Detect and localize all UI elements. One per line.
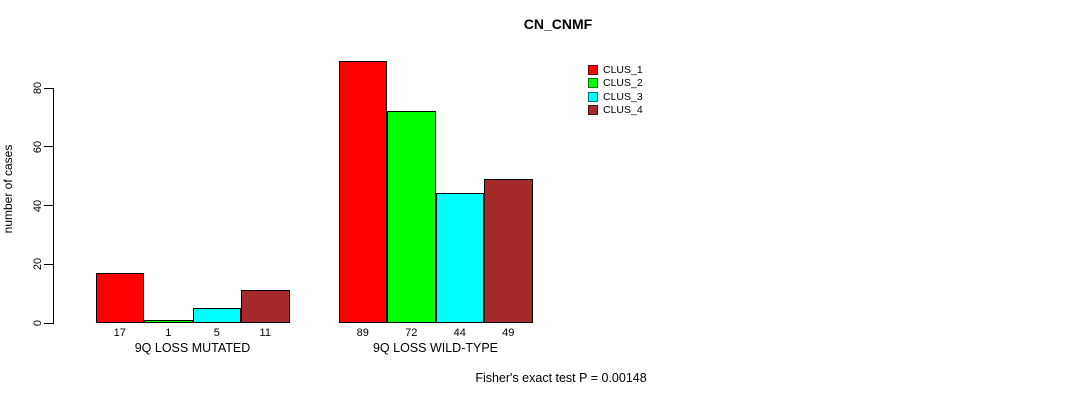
bar-clus_3-group2: [435, 193, 484, 323]
y-tick-mark: [43, 205, 53, 206]
bar-clus_3-group1: [192, 307, 241, 323]
legend-label: CLUS_2: [603, 77, 643, 90]
y-tick-mark: [43, 263, 53, 265]
bar-value-label: 1: [165, 327, 172, 339]
bar-clus_2-group2: [387, 111, 436, 323]
legend-swatch-clus_3: [588, 91, 598, 102]
chart-title: CN_CNMF: [523, 16, 593, 32]
legend-item-clus_4: CLUS_4: [588, 105, 643, 115]
y-axis-line: [52, 87, 54, 324]
legend: CLUS_1 CLUS_2 CLUS_3 CLUS_4: [588, 65, 643, 115]
y-tick-mark: [43, 322, 53, 324]
legend-swatch-clus_4: [588, 105, 598, 116]
y-tick-mark: [43, 87, 53, 89]
bar-value-label: 11: [259, 327, 271, 339]
legend-label: CLUS_1: [603, 64, 643, 76]
y-tick-label: 0: [32, 319, 44, 327]
bar-clus_4-group2: [484, 178, 533, 323]
legend-swatch-clus_1: [588, 65, 598, 75]
bar-clus_1-group2: [338, 61, 387, 323]
legend-label: CLUS_3: [603, 90, 643, 103]
y-tick-mark: [43, 146, 53, 148]
y-tick-label: 20: [32, 258, 44, 271]
category-label: 9Q LOSS WILD-TYPE: [372, 341, 499, 355]
bar-clus_4-group1: [241, 290, 290, 323]
bar-value-label: 72: [405, 327, 418, 339]
stats-annotation: Fisher's exact test P = 0.00148: [475, 371, 647, 385]
bar-value-label: 17: [113, 327, 126, 339]
category-label: 9Q LOSS MUTATED: [134, 341, 251, 355]
bar-value-label: 5: [213, 327, 220, 339]
legend-item-clus_1: CLUS_1: [588, 65, 643, 75]
legend-item-clus_3: CLUS_3: [588, 92, 643, 102]
bar-value-label: 49: [502, 327, 515, 339]
bar-clus_2-group1: [144, 319, 193, 323]
legend-label: CLUS_4: [603, 104, 643, 117]
bar-value-label: 89: [356, 327, 369, 339]
y-tick-label: 40: [32, 199, 44, 212]
bar-clus_1-group1: [95, 272, 144, 323]
legend-swatch-clus_2: [588, 78, 598, 89]
y-tick-label: 80: [32, 81, 44, 95]
bar-value-label: 44: [453, 327, 466, 339]
legend-item-clus_2: CLUS_2: [588, 77, 643, 90]
y-tick-label: 60: [32, 140, 44, 153]
